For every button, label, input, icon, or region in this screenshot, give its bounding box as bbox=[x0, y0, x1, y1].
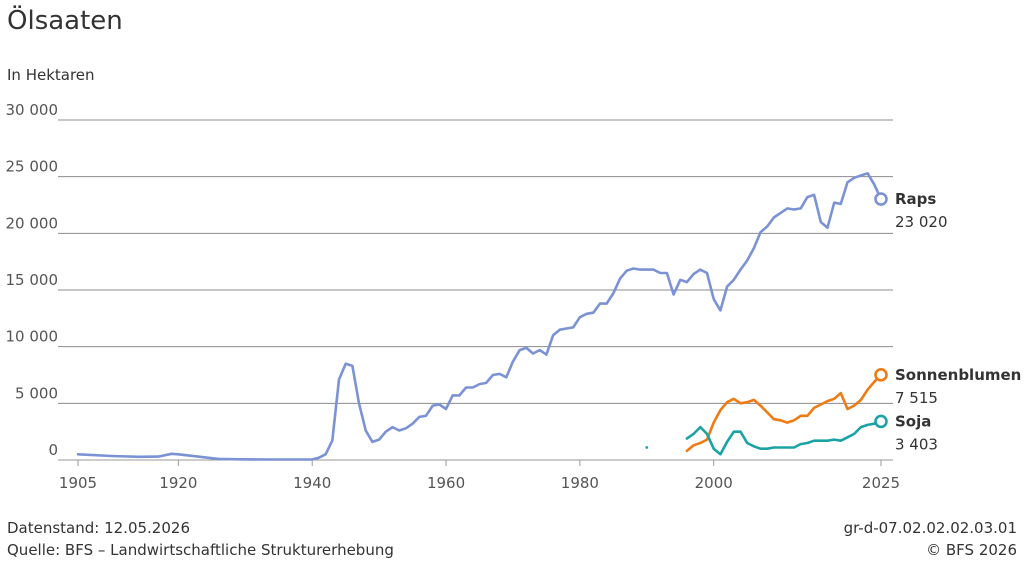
footer-right: gr-d-07.02.02.02.03.01 © BFS 2026 bbox=[844, 517, 1017, 561]
series-line-sonnenblumen bbox=[685, 373, 883, 453]
source-note: Quelle: BFS – Landwirtschaftliche Strukt… bbox=[7, 541, 394, 559]
chart-subtitle: In Hektaren bbox=[7, 66, 95, 84]
series-end-marker-soja bbox=[874, 414, 888, 429]
x-tick-label: 2025 bbox=[862, 474, 900, 492]
series-line-soja bbox=[685, 420, 883, 456]
chart-title: Ölsaaten bbox=[7, 6, 123, 36]
data-status: Datenstand: 12.05.2026 bbox=[7, 519, 190, 537]
y-tick-label: 5 000 bbox=[15, 384, 58, 402]
x-tick-label: 1940 bbox=[293, 474, 331, 492]
x-tick-label: 2000 bbox=[695, 474, 733, 492]
series-name-label-sonnenblumen: Sonnenblumen bbox=[895, 366, 1021, 384]
chart-code: gr-d-07.02.02.02.03.01 bbox=[843, 519, 1017, 537]
axes: 0 5 000 10 000 15 000 20 000 25 000 30 000 1905… bbox=[6, 101, 901, 492]
x-tick-label: 1960 bbox=[427, 474, 465, 492]
series-end-marker-raps bbox=[874, 192, 888, 206]
series-line-raps bbox=[76, 172, 883, 461]
y-tick-label: 0 bbox=[48, 441, 58, 459]
series-value-label-sonnenblumen: 7 515 bbox=[895, 389, 938, 407]
copyright: © BFS 2026 bbox=[926, 541, 1017, 559]
gridlines bbox=[58, 119, 893, 461]
x-tick-label: 1980 bbox=[561, 474, 599, 492]
series-point-soja bbox=[645, 446, 649, 449]
series-value-label-raps: 23 020 bbox=[895, 213, 948, 231]
series-value-label-soja: 3 403 bbox=[895, 435, 938, 453]
y-tick-label: 15 000 bbox=[6, 271, 59, 289]
series-name-label-soja: Soja bbox=[895, 412, 931, 430]
x-tick-label: 1905 bbox=[59, 474, 97, 492]
y-tick-label: 10 000 bbox=[6, 328, 59, 346]
y-tick-label: 30 000 bbox=[6, 101, 59, 119]
series-lines bbox=[76, 172, 888, 461]
x-tick-label: 1920 bbox=[159, 474, 197, 492]
series-name-label-raps: Raps bbox=[895, 190, 936, 208]
y-tick-label: 20 000 bbox=[6, 214, 59, 232]
series-end-marker-sonnenblumen bbox=[874, 368, 888, 382]
y-tick-label: 25 000 bbox=[6, 158, 59, 176]
series-end-labels: Raps 23 020 Sonnenblumen 7 515 Soja 3 403 bbox=[895, 190, 1021, 453]
footer-left: Datenstand: 12.05.2026 Quelle: BFS – Lan… bbox=[7, 517, 394, 561]
